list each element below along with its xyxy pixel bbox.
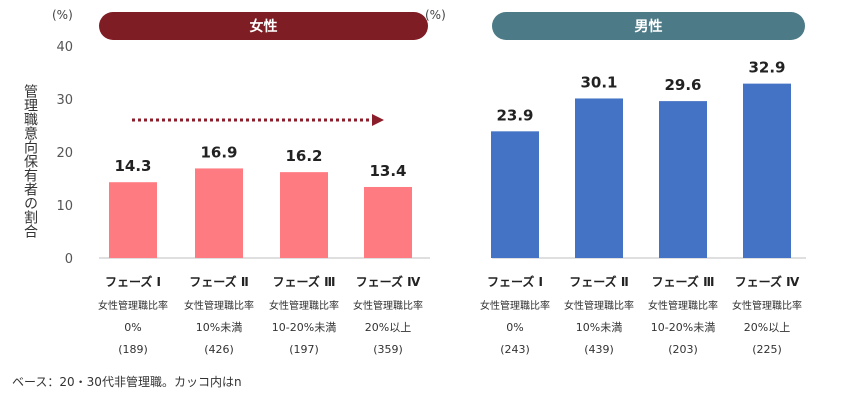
male-category-label: フェーズ Ⅳ (735, 274, 801, 289)
female-value-label: 16.2 (285, 147, 322, 165)
female-n-label: (359) (373, 343, 403, 356)
female-ratio-label: 0% (124, 321, 141, 334)
female-unit-label: (%) (52, 8, 73, 22)
y-axis-title: 管理職意向保有者の割合 (22, 84, 38, 238)
male-ratio-label: 0% (506, 321, 523, 334)
y-tick-label: 40 (56, 40, 73, 55)
male-bar-3 (659, 101, 707, 259)
male-ratio-label: 10-20%未満 (651, 321, 715, 334)
male-n-label: (243) (500, 343, 530, 356)
male-value-label: 29.6 (664, 76, 701, 94)
male-category-label: フェーズ Ⅱ (569, 274, 628, 289)
male-bar-4 (743, 83, 791, 258)
female-n-label: (426) (204, 343, 234, 356)
y-tick-label: 0 (65, 252, 73, 267)
y-tick-label: 10 (56, 199, 73, 214)
male-unit-label: (%) (425, 8, 446, 22)
female-bar-1 (109, 182, 157, 258)
female-bar-3 (280, 172, 328, 258)
female-category-label: フェーズ Ⅲ (273, 274, 336, 289)
y-tick-label: 30 (56, 93, 73, 108)
male-category-label: フェーズ Ⅰ (487, 274, 543, 289)
trend-arrow-head (372, 114, 384, 126)
male-value-label: 32.9 (748, 59, 785, 77)
male-bar-1 (491, 131, 539, 258)
female-value-label: 13.4 (369, 162, 406, 180)
female-ratio-label: 10%未満 (196, 321, 242, 334)
female-value-label: 16.9 (200, 143, 237, 161)
female-ratio-title: 女性管理職比率 (98, 299, 168, 312)
male-ratio-title: 女性管理職比率 (732, 299, 802, 312)
male-ratio-title: 女性管理職比率 (564, 299, 634, 312)
male-bar-2 (575, 98, 623, 258)
male-value-label: 30.1 (580, 73, 617, 91)
male-n-label: (225) (752, 343, 782, 356)
female-category-label: フェーズ Ⅳ (356, 274, 422, 289)
female-ratio-label: 20%以上 (365, 321, 411, 334)
female-category-label: フェーズ Ⅰ (105, 274, 161, 289)
female-n-label: (189) (118, 343, 148, 356)
male-ratio-label: 20%以上 (744, 321, 790, 334)
female-ratio-label: 10-20%未満 (272, 321, 336, 334)
female-value-label: 14.3 (114, 157, 151, 175)
male-ratio-title: 女性管理職比率 (480, 299, 550, 312)
female-title-pill: 女性 (99, 12, 428, 40)
female-n-label: (197) (289, 343, 319, 356)
y-tick-label: 20 (56, 146, 73, 161)
male-ratio-title: 女性管理職比率 (648, 299, 718, 312)
male-value-label: 23.9 (496, 106, 533, 124)
male-ratio-label: 10%未満 (576, 321, 622, 334)
male-category-label: フェーズ Ⅲ (652, 274, 715, 289)
female-bar-2 (195, 168, 243, 258)
male-n-label: (439) (584, 343, 614, 356)
female-ratio-title: 女性管理職比率 (269, 299, 339, 312)
female-ratio-title: 女性管理職比率 (184, 299, 254, 312)
footnote: ベース：20・30代非管理職。カッコ内はn (12, 375, 242, 389)
male-title-pill: 男性 (492, 12, 805, 40)
female-bar-4 (364, 186, 412, 258)
female-ratio-title: 女性管理職比率 (353, 299, 423, 312)
male-n-label: (203) (668, 343, 698, 356)
female-category-label: フェーズ Ⅱ (189, 274, 248, 289)
